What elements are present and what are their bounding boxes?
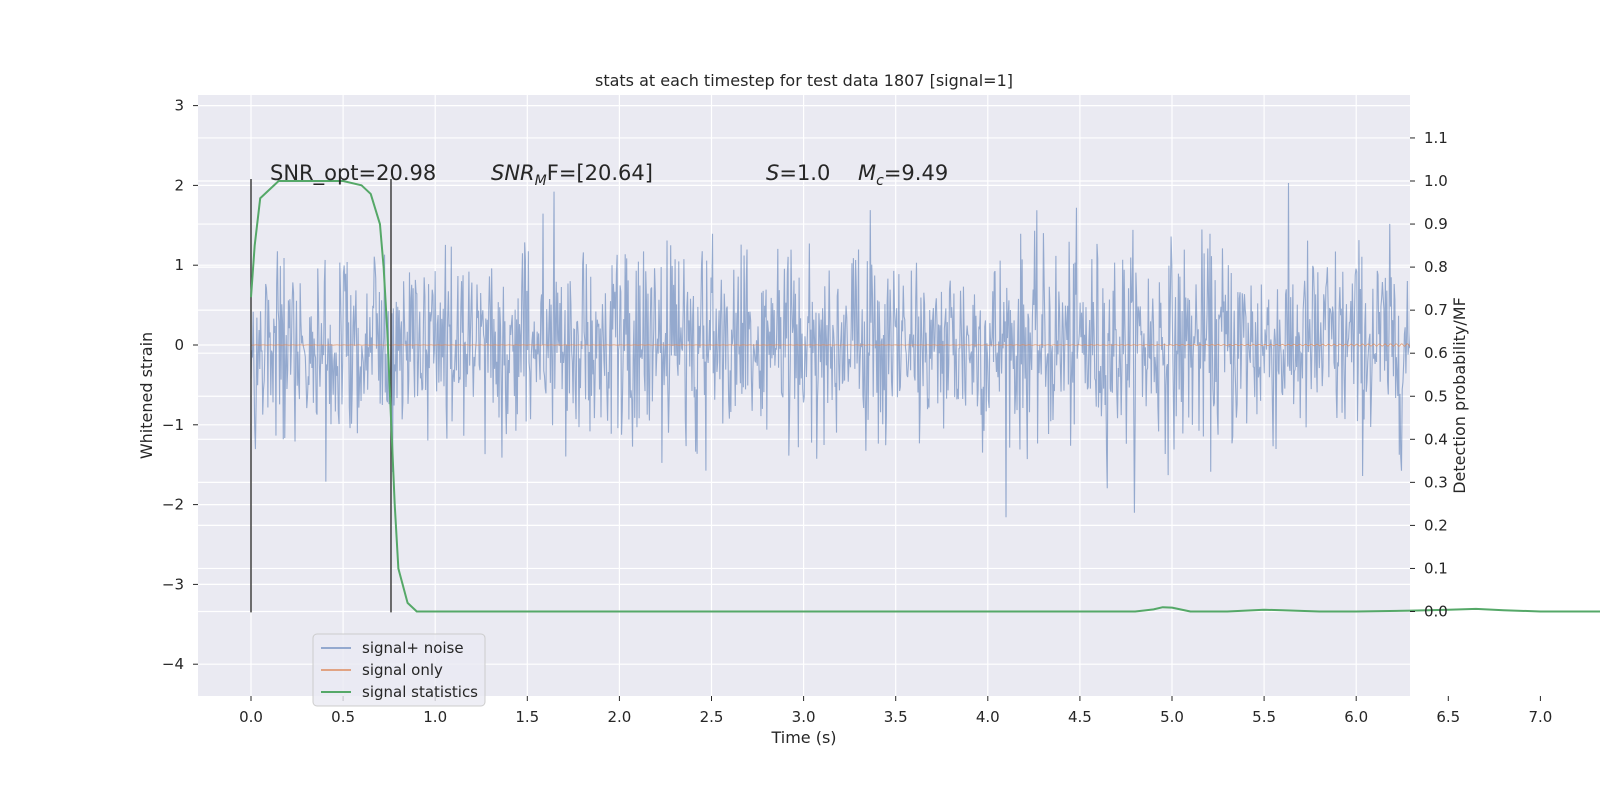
legend-box bbox=[312, 633, 486, 707]
x-tick-label: 2.0 bbox=[607, 708, 631, 726]
x-tick-label: 5.5 bbox=[1252, 708, 1276, 726]
annotation-mc: Mc=9.49 bbox=[858, 161, 948, 189]
y-tick-label-left: −4 bbox=[162, 655, 184, 673]
annotation-snr-mf-sub: M bbox=[535, 173, 547, 189]
y-tick-label-right: 0.2 bbox=[1424, 516, 1448, 534]
x-tick-label: 2.5 bbox=[700, 708, 724, 726]
y-tick-label-left: 2 bbox=[174, 176, 184, 194]
x-tick-label: 1.0 bbox=[423, 708, 447, 726]
noise-trace bbox=[250, 182, 1410, 518]
annotation-snr-mf-rest: F=[20.64] bbox=[547, 161, 653, 185]
legend-label-noise: signal+ noise bbox=[362, 639, 464, 657]
annotation-s: S=1.0 bbox=[766, 161, 830, 185]
y-tick-label-right: 0.1 bbox=[1424, 559, 1448, 577]
y-tick-label-left: 3 bbox=[174, 97, 184, 115]
x-tick-label: 6.0 bbox=[1344, 708, 1368, 726]
x-tick-label: 4.0 bbox=[976, 708, 1000, 726]
y-tick-label-right: 0.0 bbox=[1424, 603, 1448, 621]
y-axis-label-left: Whitened strain bbox=[137, 332, 156, 459]
signal-statistics-series bbox=[250, 180, 1600, 613]
x-tick-label: 3.5 bbox=[884, 708, 908, 726]
annotation-mc-main: M bbox=[858, 161, 876, 185]
x-tick-label: 4.5 bbox=[1068, 708, 1092, 726]
axis-ticks: 0.0 0.5 1.0 1.5 2.0 2.5 3.0 3.5 4.0 4.5 5.0 5.5 6.0 6… bbox=[162, 97, 1552, 726]
annotation-snr-mf: SNRMF=[20.64] bbox=[491, 161, 653, 189]
y-tick-label-right: 1.0 bbox=[1424, 172, 1448, 190]
x-tick-label: 1.5 bbox=[515, 708, 539, 726]
legend: signal+ noise signal only signal statist… bbox=[312, 633, 486, 707]
y-tick-label-left: 1 bbox=[174, 256, 184, 274]
y-axis-label-right: Detection probability/MF bbox=[1450, 297, 1469, 494]
x-tick-label: 0.5 bbox=[331, 708, 355, 726]
x-tick-label: 7.0 bbox=[1528, 708, 1552, 726]
y-tick-label-left: −3 bbox=[162, 575, 184, 593]
signal-only-series bbox=[250, 343, 1410, 347]
annotation-mc-rest: =9.49 bbox=[884, 161, 948, 185]
signal-only-trace bbox=[250, 343, 1410, 347]
x-tick-label: 0.0 bbox=[239, 708, 263, 726]
annotation-snr-mf-main: SNR bbox=[491, 161, 535, 185]
annotation-s-rest: =1.0 bbox=[779, 161, 830, 185]
legend-label-signal-only: signal only bbox=[362, 661, 443, 679]
x-tick-label: 3.0 bbox=[792, 708, 816, 726]
x-tick-label: 5.0 bbox=[1160, 708, 1184, 726]
statistics-line bbox=[250, 180, 1600, 613]
y-tick-label-right: 0.6 bbox=[1424, 344, 1448, 362]
chart-title: stats at each timestep for test data 180… bbox=[595, 71, 1013, 90]
y-tick-label-right: 0.9 bbox=[1424, 215, 1448, 233]
y-tick-label-right: 1.1 bbox=[1424, 129, 1448, 147]
y-tick-label-right: 0.3 bbox=[1424, 473, 1448, 491]
legend-label-statistics: signal statistics bbox=[362, 683, 478, 701]
y-tick-label-right: 0.5 bbox=[1424, 387, 1448, 405]
annotation-snr-opt: SNR_opt=20.98 bbox=[270, 161, 436, 186]
y-tick-label-left: −1 bbox=[162, 416, 184, 434]
signal-plus-noise-series bbox=[250, 182, 1410, 518]
y-tick-label-right: 0.8 bbox=[1424, 258, 1448, 276]
annotation-s-main: S bbox=[766, 161, 779, 185]
y-tick-label-left: 0 bbox=[174, 336, 184, 354]
annotation-mc-sub: c bbox=[876, 173, 884, 189]
x-axis-label: Time (s) bbox=[770, 728, 836, 747]
y-tick-label-right: 0.7 bbox=[1424, 301, 1448, 319]
y-tick-label-right: 0.4 bbox=[1424, 430, 1448, 448]
y-tick-label-left: −2 bbox=[162, 496, 184, 514]
x-tick-label: 6.5 bbox=[1436, 708, 1460, 726]
